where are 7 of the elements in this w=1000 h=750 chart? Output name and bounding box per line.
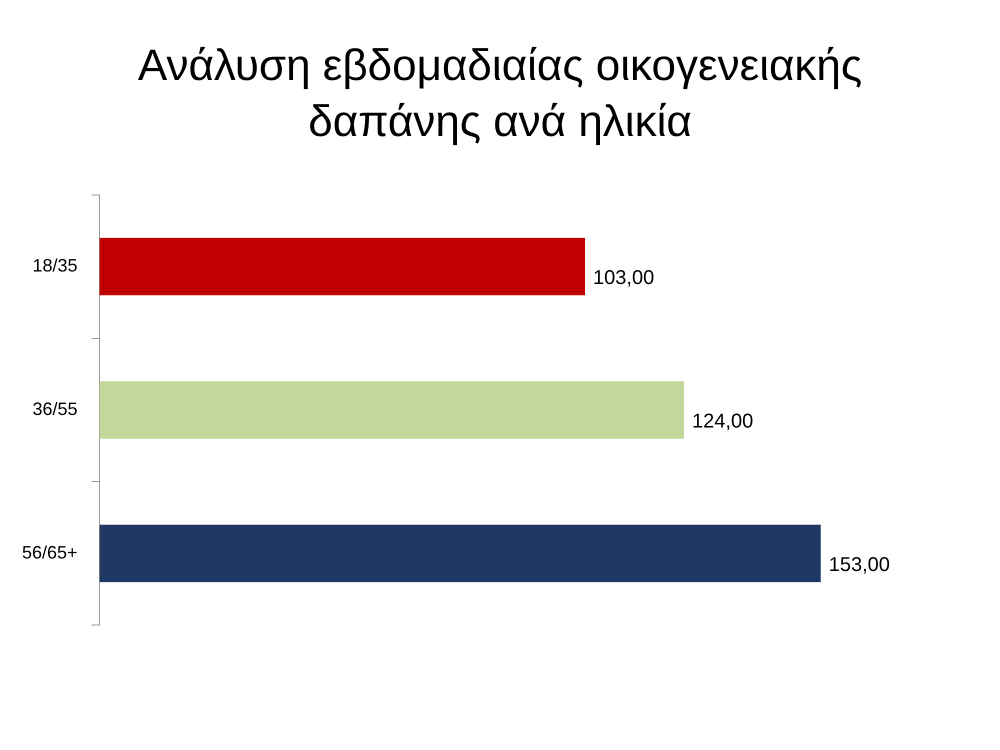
data-label: 153,00 <box>828 554 890 576</box>
y-tick-label: 18/35 <box>32 256 78 276</box>
y-tick-label: 56/65+ <box>22 542 78 562</box>
data-label: 103,00 <box>593 267 654 290</box>
chart-title: Ανάλυση εβδομαδιαίας οικογενειακής δαπάνης ανά ηλικία <box>136 40 864 148</box>
data-label: 124,00 <box>692 410 754 433</box>
y-tick-label: 36/55 <box>32 398 78 419</box>
